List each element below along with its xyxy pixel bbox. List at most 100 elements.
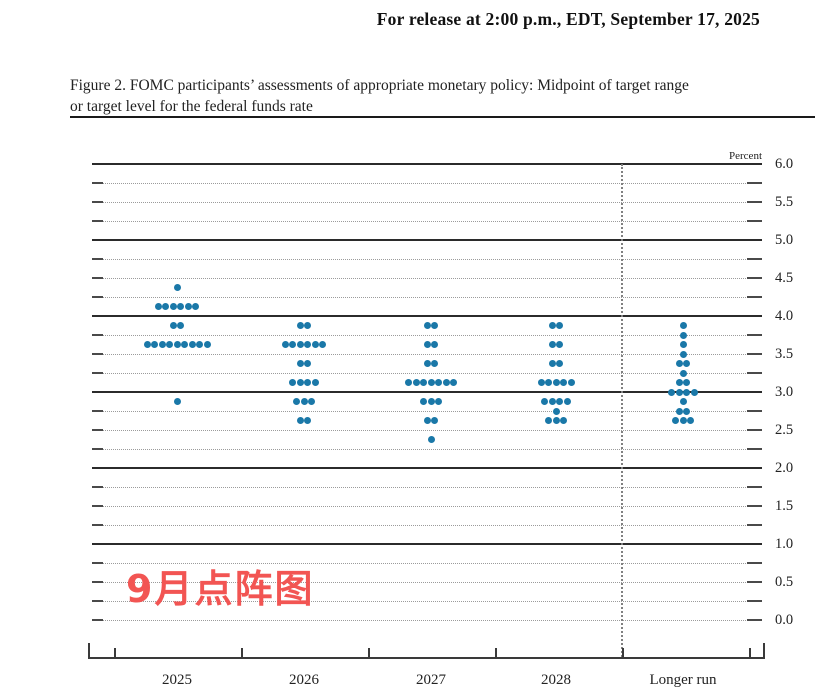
participant-dot <box>304 322 312 329</box>
participant-dot <box>675 379 683 386</box>
y-axis-label: 4.5 <box>775 270 794 286</box>
gridline-right-tick <box>747 600 762 602</box>
y-axis-label: 5.0 <box>775 232 794 248</box>
participant-dot <box>431 360 439 367</box>
release-line: For release at 2:00 p.m., EDT, September… <box>376 9 760 29</box>
gridline-dotted <box>92 335 762 336</box>
participant-dot <box>304 341 312 348</box>
participant-dot <box>304 379 312 386</box>
x-axis-label: 2026 <box>289 672 319 688</box>
gridline-left-tick <box>92 486 103 488</box>
gridline-left-tick <box>92 296 103 298</box>
gridline-right-tick <box>747 505 762 507</box>
gridline-dotted <box>92 221 762 222</box>
participant-dot <box>296 360 304 367</box>
y-axis-label: 2.5 <box>775 422 794 438</box>
gridline-dotted <box>92 506 762 507</box>
participant-dot <box>683 379 691 386</box>
gridline-right-tick <box>747 410 762 412</box>
participant-dot <box>679 341 687 348</box>
participant-dot <box>427 436 435 443</box>
gridline-right-tick <box>747 486 762 488</box>
participant-dot <box>563 398 571 405</box>
bottom-axis <box>88 657 765 659</box>
y-axis-label: 3.0 <box>775 384 794 400</box>
bottom-axis-tick <box>114 648 116 657</box>
participant-dot <box>296 379 304 386</box>
gridline-left-tick <box>92 410 103 412</box>
figure-caption-line2: or target level for the federal funds ra… <box>70 98 313 115</box>
participant-dot <box>450 379 457 386</box>
gridline-right-tick <box>747 353 762 355</box>
gridline-left-tick <box>92 505 103 507</box>
gridline-solid <box>92 315 762 317</box>
participant-dot <box>431 322 439 329</box>
participant-dot <box>679 322 687 329</box>
y-axis-label: 0.0 <box>775 612 794 628</box>
participant-dot <box>552 379 560 386</box>
participant-dot <box>427 379 435 386</box>
gridline-left-tick <box>92 600 103 602</box>
participant-dot <box>541 398 549 405</box>
participant-dot <box>169 303 177 310</box>
participant-dot <box>687 417 694 424</box>
participant-dot <box>308 398 315 405</box>
participant-dot <box>151 341 158 348</box>
bottom-axis-tick <box>368 648 370 657</box>
participant-dot <box>293 398 300 405</box>
gridline-dotted <box>92 373 762 374</box>
percent-axis-unit-label: Percent <box>729 150 762 162</box>
participant-dot <box>420 398 427 405</box>
participant-dot <box>560 379 567 386</box>
participant-dot <box>423 341 431 348</box>
gridline-right-tick <box>747 296 762 298</box>
bottom-axis-tick <box>495 648 497 657</box>
y-axis-label: 5.5 <box>775 194 794 210</box>
gridline-dotted <box>92 259 762 260</box>
gridline-right-tick <box>747 524 762 526</box>
participant-dot <box>683 360 691 367</box>
participant-dot <box>154 303 162 310</box>
participant-dot <box>679 369 687 377</box>
y-axis-label: 1.5 <box>775 498 794 514</box>
y-axis-label: 2.0 <box>775 460 794 476</box>
participant-dot <box>412 379 420 386</box>
participant-dot <box>296 417 304 424</box>
gridline-left-tick <box>92 353 103 355</box>
participant-dot <box>177 303 185 310</box>
participant-dot <box>319 341 327 348</box>
participant-dot <box>311 379 319 386</box>
participant-dot <box>556 398 564 405</box>
participant-dot <box>173 398 181 405</box>
participant-dot <box>552 417 560 424</box>
gridline-dotted <box>92 449 762 450</box>
participant-dot <box>289 341 297 348</box>
gridline-dotted <box>92 183 762 184</box>
gridline-dotted <box>92 297 762 298</box>
gridline-right-tick <box>747 334 762 336</box>
gridline-dotted <box>92 582 762 583</box>
x-axis-label: Longer run <box>649 672 717 688</box>
y-axis-label: 6.0 <box>775 156 794 172</box>
participant-dot <box>423 322 431 329</box>
gridline-dotted <box>92 487 762 488</box>
participant-dot <box>169 322 177 329</box>
participant-dot <box>203 341 211 348</box>
participant-dot <box>545 379 552 386</box>
y-axis-label: 1.0 <box>775 536 794 552</box>
participant-dot <box>435 379 442 386</box>
participant-dot <box>545 417 552 424</box>
participant-dot <box>431 417 439 424</box>
participant-dot <box>431 341 439 348</box>
participant-dot <box>162 303 170 310</box>
gridline-solid <box>92 467 762 469</box>
participant-dot <box>560 417 567 424</box>
gridline-left-tick <box>92 562 103 564</box>
figure-caption: Figure 2. FOMC participants’ assessments… <box>70 75 790 117</box>
gridline-left-tick <box>92 201 103 203</box>
participant-dot <box>196 341 203 348</box>
gridline-solid <box>92 163 762 165</box>
participant-dot <box>548 360 556 367</box>
participant-dot <box>423 360 431 367</box>
